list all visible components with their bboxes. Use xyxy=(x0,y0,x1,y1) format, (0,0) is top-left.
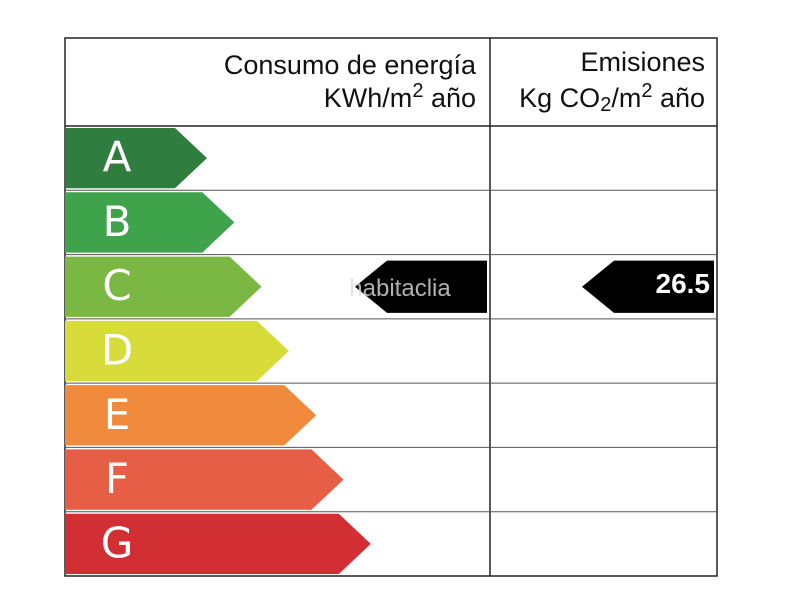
rating-bar xyxy=(65,256,262,317)
emissions-value: 26.5 xyxy=(656,268,711,299)
consumption-arrow xyxy=(355,260,487,313)
rating-letter: B xyxy=(103,197,132,246)
emissions-unit: Kg CO2/m2 año xyxy=(519,80,705,116)
rating-letter: G xyxy=(101,518,134,567)
rating-bar xyxy=(65,449,344,510)
unit-part: Kg CO xyxy=(519,83,600,113)
rating-letter: C xyxy=(102,261,131,310)
unit-part: KWh/m xyxy=(324,83,413,113)
rating-bar xyxy=(65,128,207,189)
unit-part: 2 xyxy=(641,80,652,102)
rating-letter: E xyxy=(104,390,131,439)
unit-part: 2 xyxy=(412,80,423,102)
unit-part: año xyxy=(652,83,705,113)
rating-letter: D xyxy=(101,326,133,375)
unit-part: 2 xyxy=(600,94,611,116)
emissions-arrow xyxy=(582,260,714,313)
unit-part: /m xyxy=(611,83,641,113)
emissions-title: Emisiones xyxy=(580,47,705,77)
rating-bar xyxy=(65,192,235,253)
consumption-unit: KWh/m2 año xyxy=(324,80,476,113)
watermark: habitaclia xyxy=(349,275,451,302)
unit-part: año xyxy=(423,83,476,113)
rating-bar xyxy=(65,513,371,574)
consumption-title: Consumo de energía xyxy=(224,50,477,80)
rating-bar xyxy=(65,320,289,382)
rating-letter: A xyxy=(103,133,132,182)
rating-letter: F xyxy=(105,454,129,503)
rating-bar xyxy=(65,385,317,446)
